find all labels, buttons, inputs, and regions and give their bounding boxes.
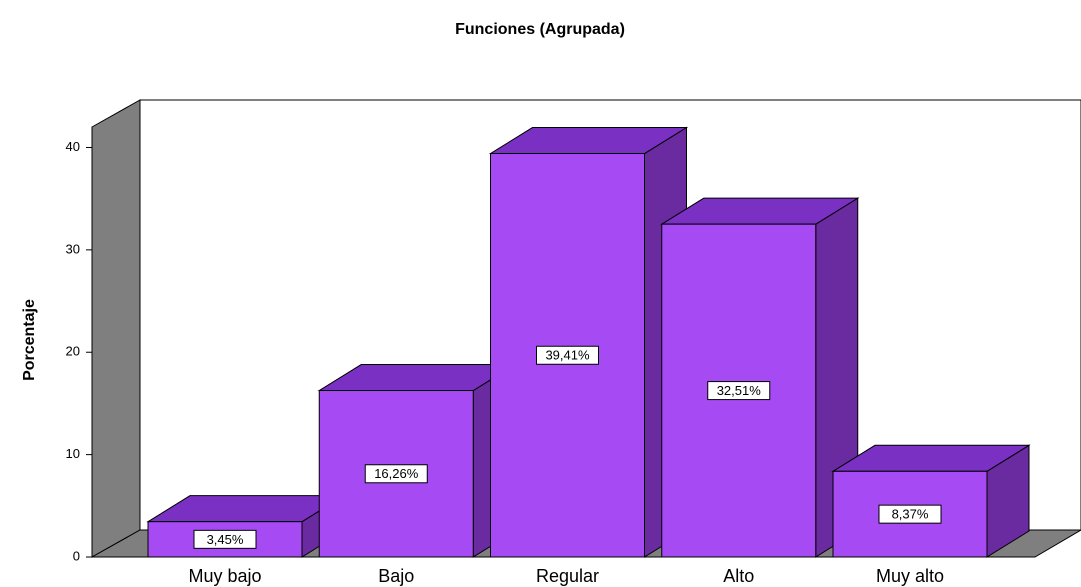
value-label: 32,51% bbox=[717, 383, 762, 398]
y-axis-title: Porcentaje bbox=[21, 299, 38, 381]
y-tick-label: 30 bbox=[66, 241, 80, 256]
side-wall bbox=[91, 99, 141, 558]
value-label-box bbox=[364, 464, 428, 484]
x-tick-label: Bajo bbox=[378, 566, 414, 586]
value-label: 8,37% bbox=[892, 507, 929, 522]
x-tick-label: Muy alto bbox=[876, 566, 944, 586]
y-tick-label: 20 bbox=[66, 344, 80, 359]
y-tick-label: 0 bbox=[73, 548, 80, 563]
value-label-box bbox=[878, 504, 942, 524]
value-label-box bbox=[536, 345, 599, 365]
value-label: 16,26% bbox=[374, 466, 419, 481]
x-tick-label: Alto bbox=[723, 566, 754, 586]
chart-title: Funciones (Agrupada) bbox=[455, 21, 625, 38]
y-tick-label: 10 bbox=[66, 446, 80, 461]
value-label: 3,45% bbox=[207, 532, 244, 547]
y-tick-label: 40 bbox=[66, 139, 80, 154]
x-tick-label: Regular bbox=[536, 566, 599, 586]
x-tick-label: Muy bajo bbox=[188, 566, 261, 586]
value-label-box bbox=[707, 381, 771, 401]
value-label-box bbox=[193, 529, 257, 549]
value-label: 39,41% bbox=[545, 348, 590, 363]
